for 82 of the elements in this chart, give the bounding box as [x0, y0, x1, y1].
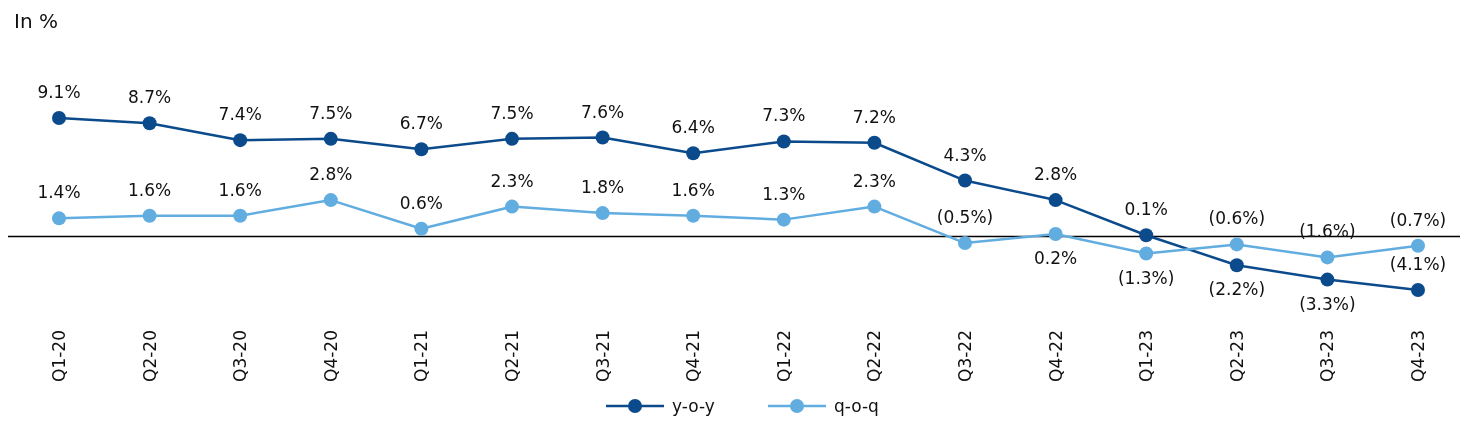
x-tick-label: Q4-22	[1045, 330, 1066, 382]
data-label: 1.6%	[218, 179, 262, 200]
point	[233, 208, 248, 223]
data-label: (3.3%)	[1299, 293, 1356, 314]
point	[414, 142, 429, 157]
data-label: (1.3%)	[1117, 267, 1175, 288]
data-label: (0.7%)	[1389, 209, 1447, 230]
data-label: (2.2%)	[1208, 279, 1266, 300]
point	[1229, 237, 1244, 252]
point	[142, 208, 157, 223]
point	[505, 199, 519, 214]
point	[1411, 238, 1425, 253]
legend-label: y-o-y	[672, 396, 715, 416]
data-label: 1.6%	[671, 179, 715, 200]
data-label: 2.8%	[1034, 164, 1078, 185]
point	[323, 193, 338, 208]
data-label: 0.2%	[1034, 247, 1078, 268]
data-label: 8.7%	[128, 87, 172, 108]
point	[686, 146, 701, 161]
point	[1320, 250, 1335, 265]
point	[414, 221, 429, 236]
point	[686, 208, 701, 223]
x-tick-label: Q1-23	[1136, 330, 1157, 382]
data-label: 7.5%	[309, 102, 353, 123]
x-tick-label: Q2-21	[502, 330, 522, 382]
point	[958, 173, 972, 188]
data-label: (0.5%)	[936, 207, 994, 228]
point	[1229, 258, 1244, 273]
data-label: 1.4%	[37, 182, 81, 203]
point	[52, 211, 66, 226]
x-tick-label: Q2-20	[139, 330, 160, 382]
data-label: 7.3%	[762, 105, 806, 126]
data-label: (4.1%)	[1389, 254, 1447, 274]
point	[52, 111, 66, 125]
data-label: 1.3%	[762, 183, 806, 204]
point	[1320, 272, 1335, 287]
point	[1411, 283, 1425, 297]
x-tick-label: Q1-22	[773, 330, 794, 382]
data-label: 7.6%	[581, 101, 625, 122]
x-tick-label: Q4-20	[320, 330, 341, 382]
point	[233, 133, 248, 148]
data-label: 2.8%	[309, 164, 353, 185]
x-tick-label: Q3-23	[1317, 330, 1338, 382]
x-tick-label: Q3-22	[955, 330, 975, 382]
x-tick-label: Q3-20	[230, 330, 251, 382]
y-axis-title: In %	[14, 9, 58, 33]
x-tick-label: Q4-23	[1408, 330, 1428, 382]
data-label: 7.2%	[852, 106, 896, 127]
data-label: 6.7%	[399, 113, 443, 134]
data-label: 0.6%	[399, 192, 443, 213]
data-label: (0.6%)	[1208, 208, 1266, 229]
point	[958, 236, 972, 251]
x-tick-label: Q4-21	[683, 330, 704, 382]
point	[776, 134, 791, 149]
data-label: 6.4%	[671, 117, 715, 138]
point	[776, 212, 791, 227]
point	[1048, 193, 1063, 208]
point	[867, 199, 882, 214]
data-label: 0.1%	[1124, 199, 1168, 220]
data-label: 9.1%	[37, 82, 81, 102]
point	[1048, 226, 1063, 241]
point	[867, 135, 882, 150]
data-label: 4.3%	[943, 144, 987, 165]
point	[595, 206, 610, 221]
data-label: 7.4%	[218, 104, 262, 125]
legend-label: q-o-q	[834, 396, 879, 416]
data-label: 2.3%	[490, 170, 534, 191]
data-label: 1.6%	[128, 179, 172, 200]
point	[1139, 246, 1154, 261]
x-tick-label: Q2-23	[1226, 330, 1247, 382]
data-label: 1.8%	[581, 177, 625, 198]
point	[142, 116, 157, 131]
point	[1139, 228, 1154, 243]
x-tick-label: Q2-22	[864, 330, 885, 382]
x-tick-label: Q1-21	[411, 330, 432, 382]
data-label: 7.5%	[490, 102, 534, 123]
point	[505, 131, 519, 146]
x-tick-label: Q3-21	[592, 330, 613, 382]
point	[595, 130, 610, 145]
point	[323, 131, 338, 146]
x-tick-label: Q1-20	[49, 330, 69, 382]
data-label: 2.3%	[852, 170, 896, 191]
